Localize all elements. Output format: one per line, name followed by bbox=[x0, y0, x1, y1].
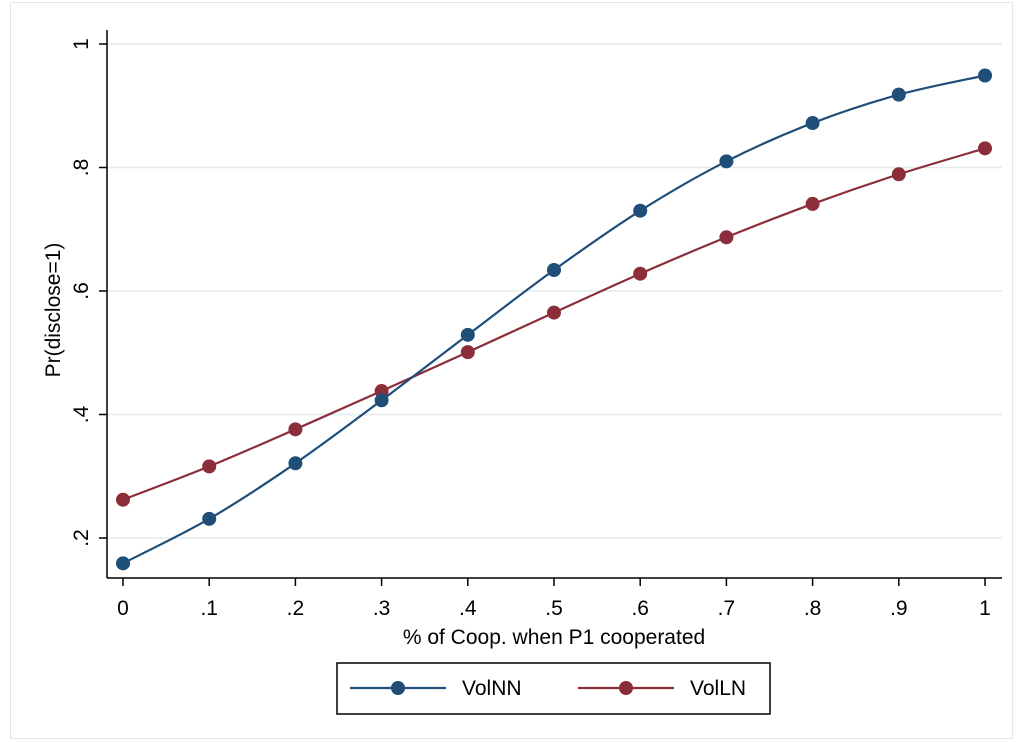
y-tick-label: .6 bbox=[70, 282, 93, 300]
data-point-volln bbox=[547, 305, 561, 320]
x-tick-label: 1 bbox=[979, 597, 991, 620]
legend-label-volnn: VolNN bbox=[462, 677, 522, 700]
data-point-volnn bbox=[891, 87, 906, 102]
x-tick-label: .4 bbox=[459, 597, 477, 620]
y-tick-label: .8 bbox=[70, 159, 93, 177]
data-point-volnn bbox=[116, 556, 130, 571]
x-tick-label: .2 bbox=[287, 597, 305, 620]
data-point-volln bbox=[116, 492, 130, 507]
data-point-volln bbox=[719, 230, 734, 245]
x-tick-label: .8 bbox=[804, 597, 822, 620]
y-tick-label: .2 bbox=[70, 529, 93, 547]
x-tick-label: .3 bbox=[373, 597, 391, 620]
data-point-volln bbox=[978, 141, 992, 156]
y-tick-label: .4 bbox=[70, 405, 93, 423]
x-axis-label: % of Coop. when P1 cooperated bbox=[403, 626, 705, 649]
data-point-volnn bbox=[719, 154, 734, 169]
legend-marker-volnn bbox=[391, 681, 405, 695]
grid-lines bbox=[107, 43, 1002, 539]
series-line-volln bbox=[122, 147, 986, 501]
data-point-volln bbox=[891, 167, 906, 182]
x-tick-label: .7 bbox=[718, 597, 736, 620]
data-point-volln bbox=[460, 345, 475, 360]
x-tick-label: 0 bbox=[117, 597, 129, 620]
axes: .2 .4 .6 .8 1 0 .1 .2 .3 .4 .5 .6 .7 .8 .9 1 bbox=[70, 30, 1002, 620]
data-point-volln bbox=[202, 459, 217, 474]
x-tick-label: .9 bbox=[890, 597, 908, 620]
x-tick-label: .5 bbox=[545, 597, 563, 620]
data-point-volnn bbox=[202, 511, 217, 526]
data-point-volln bbox=[633, 266, 648, 281]
legend: VolNN VolLN bbox=[336, 662, 771, 715]
series-layer bbox=[116, 68, 992, 571]
x-tick-label: .6 bbox=[631, 597, 649, 620]
data-point-volln bbox=[805, 196, 820, 211]
y-axis-label: Pr(disclose=1) bbox=[42, 243, 65, 378]
legend-label-volln: VolLN bbox=[690, 677, 746, 700]
data-point-volnn bbox=[978, 68, 992, 83]
legend-marker-volln bbox=[619, 681, 633, 695]
data-point-volnn bbox=[805, 116, 820, 131]
data-point-volln bbox=[288, 422, 303, 437]
data-point-volnn bbox=[288, 456, 303, 471]
data-point-volnn bbox=[374, 393, 389, 408]
data-point-volnn bbox=[460, 327, 475, 342]
y-tick-label: 1 bbox=[70, 38, 93, 50]
x-tick-label: .1 bbox=[200, 597, 218, 620]
data-point-volnn bbox=[547, 263, 561, 278]
data-point-volnn bbox=[633, 203, 648, 218]
